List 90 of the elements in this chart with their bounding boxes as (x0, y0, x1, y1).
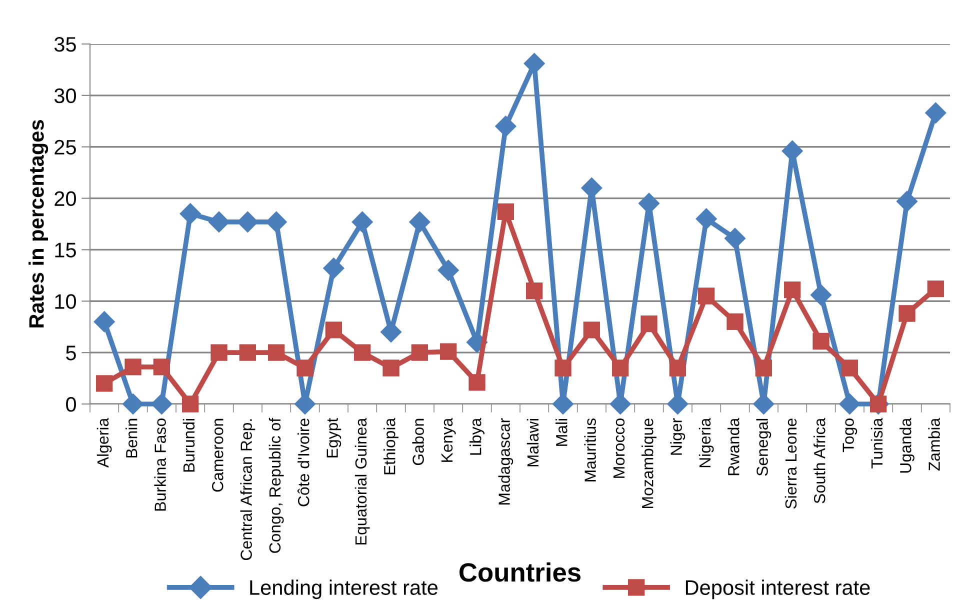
point (411, 344, 428, 361)
point (755, 360, 772, 376)
point (151, 393, 172, 415)
point (180, 203, 201, 224)
y-tick-label: 35 (54, 37, 76, 52)
y-axis-title: Rates in percentages (28, 120, 48, 328)
point (409, 211, 430, 232)
y-tick-label: 10 (55, 294, 76, 309)
legend-label: Lending interest rate (250, 580, 438, 600)
x-tick-label: Mozambique (642, 418, 656, 508)
x-tick-label: South Africa (814, 418, 826, 504)
point (266, 211, 287, 232)
x-tick-label: Burkina Faso (154, 418, 166, 511)
point (268, 344, 285, 361)
point (698, 288, 715, 304)
y-tick-label: 0 (66, 397, 76, 412)
point (526, 282, 543, 300)
point (925, 102, 946, 124)
x-tick-label: Equatorial Guinea (354, 418, 370, 544)
x-tick-label: Benin (126, 418, 138, 458)
x-tick-label: Egypt (326, 418, 342, 458)
x-tick-label: Mauritius (584, 418, 596, 482)
point (122, 393, 144, 415)
point (841, 360, 858, 376)
x-axis-title: Countries (460, 562, 580, 582)
x-tick-label: Uganda (900, 418, 914, 473)
point (352, 211, 373, 232)
legend-label: Deposit interest rate (686, 580, 870, 600)
point (239, 344, 256, 361)
point (724, 228, 746, 249)
point (468, 374, 486, 391)
x-tick-label: Niger (670, 418, 686, 455)
point (325, 322, 342, 338)
point (896, 190, 918, 212)
x-tick-label: Malawi (526, 418, 539, 466)
point (583, 322, 600, 338)
point (354, 344, 371, 361)
point (323, 258, 344, 279)
x-tick-label: Mali (556, 418, 568, 446)
y-tick-label: 5 (66, 346, 76, 360)
point (296, 360, 314, 376)
point (208, 211, 230, 232)
point (669, 360, 686, 376)
x-tick-label: Libya (470, 418, 484, 455)
point (726, 313, 744, 330)
point (784, 281, 801, 298)
point (612, 360, 629, 376)
x-tick-label: Morocco (613, 418, 625, 478)
x-tick-label: Burundi (182, 418, 195, 472)
point (94, 311, 115, 332)
x-tick-label: Sierra Leone (784, 418, 797, 509)
y-tick-label: 20 (54, 191, 76, 206)
x-tick-label: Gabon (412, 418, 424, 466)
x-tick-label: Togo (842, 418, 858, 452)
y-tick-label: 15 (55, 242, 76, 258)
point (237, 211, 258, 232)
x-tick-label: Madagascar (498, 418, 514, 504)
point (810, 284, 832, 306)
x-tick-label: Côte d'Ivoire (298, 418, 310, 506)
point (210, 344, 228, 361)
point (440, 343, 457, 360)
point (927, 280, 944, 298)
x-tick-label: Kenya (441, 418, 456, 462)
x-tick-label: Ethiopia (384, 418, 398, 474)
x-tick-label: Rwanda (728, 418, 740, 476)
point (124, 358, 142, 376)
x-tick-label: Nigeria (698, 418, 714, 468)
point (182, 396, 199, 412)
point (438, 260, 459, 281)
x-tick-label: Congo, Republic of (268, 418, 284, 553)
point (554, 360, 572, 376)
point (839, 393, 860, 415)
y-tick-label: 30 (54, 88, 76, 104)
point (898, 305, 916, 322)
point (640, 315, 658, 332)
y-tick-label: 25 (54, 140, 76, 155)
x-tick-label: Senegal (756, 418, 772, 476)
point (497, 203, 514, 220)
point (696, 208, 717, 230)
x-tick-label: Zambia (928, 418, 940, 471)
x-tick-label: Central African Rep. (240, 419, 256, 560)
point (382, 360, 400, 376)
point (96, 375, 113, 392)
x-tick-label: Algeria (96, 418, 112, 468)
x-tick-label: Tunisia (870, 418, 883, 468)
point (380, 321, 402, 343)
point (495, 116, 516, 137)
point (812, 332, 830, 350)
point (153, 358, 170, 376)
x-tick-label: Cameroon (212, 418, 224, 492)
